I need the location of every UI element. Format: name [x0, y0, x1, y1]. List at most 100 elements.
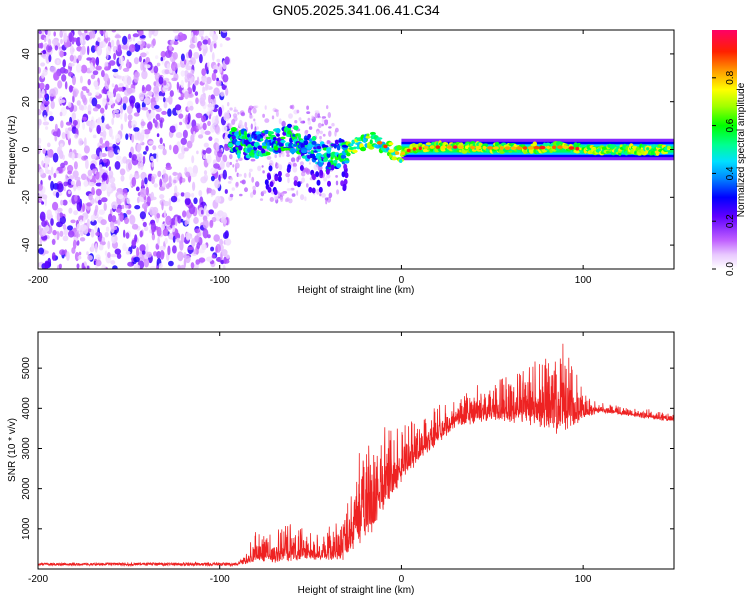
spectrogram-noise-cell: [326, 105, 329, 110]
spectrogram-noise-cell: [213, 212, 217, 217]
spectrogram-signal-cell: [228, 143, 234, 148]
spectrogram-signal-cell: [425, 142, 432, 146]
snr-xlabel: Height of straight line (km): [298, 585, 415, 596]
spectrogram-noise-cell: [192, 165, 198, 175]
spectrogram-noise-cell: [194, 80, 199, 86]
spectrogram-noise-cell: [99, 137, 103, 145]
spectrogram-noise-cell: [221, 249, 228, 257]
spectrogram-noise-cell: [85, 159, 89, 170]
spectrogram-noise-cell: [181, 144, 186, 155]
spectrogram-noise-cell: [187, 212, 191, 220]
spectrogram-noise-cell: [114, 235, 118, 242]
spectrogram-noise-cell: [96, 45, 103, 56]
spectrogram-noise-cell: [134, 102, 141, 109]
spectrogram-noise-cell: [325, 168, 330, 175]
spectrogram-signal-cell: [262, 145, 268, 149]
spectrogram-noise-cell: [72, 170, 79, 178]
spectrogram-noise-cell: [170, 40, 175, 45]
spectrogram-noise-cell: [72, 95, 75, 103]
spectrogram-noise-cell: [122, 102, 127, 111]
spectrogram-noise-cell: [102, 87, 107, 94]
spectrogram-noise-cell: [328, 192, 333, 199]
spectrogram-noise-cell: [95, 91, 100, 96]
spectrogram-noise-cell: [76, 263, 80, 269]
spectrogram-signal-cell: [322, 145, 329, 148]
spectrogram-noise-cell: [86, 88, 90, 94]
spectrogram-noise-cell: [205, 147, 212, 154]
spectrogram-noise-cell: [306, 183, 309, 188]
spectrogram-noise-cell: [274, 154, 278, 159]
spectrogram-noise-cell: [296, 190, 299, 196]
spectrogram-noise-cell: [68, 85, 73, 93]
spectrogram-noise-cell: [77, 55, 82, 61]
spectrogram-noise-cell: [126, 50, 132, 57]
spectrogram-noise-cell: [214, 179, 221, 189]
spectrogram-noise-cell: [42, 148, 46, 155]
spectrogram-noise-cell: [225, 239, 232, 245]
spectrogram-noise-cell: [274, 175, 279, 182]
spectrogram-noise-cell: [56, 212, 61, 222]
spectrogram-noise-cell: [322, 133, 326, 137]
snr-ytick-label: 5000: [21, 357, 32, 380]
spectrogram-peak-cell: [499, 146, 504, 150]
spectrogram-noise-cell: [164, 69, 170, 75]
spectrogram-noise-cell: [286, 188, 292, 191]
spectrogram-noise-cell: [111, 135, 114, 140]
spectrogram-noise-cell: [177, 251, 184, 262]
spectrogram-noise-cell: [311, 173, 316, 180]
spectrogram-noise-cell: [208, 209, 214, 215]
spectrogram-noise-cell: [108, 127, 113, 138]
spectrogram-noise-cell: [163, 101, 168, 109]
spectrogram-noise-cell: [38, 183, 43, 191]
spectrogram-signal-cell: [260, 138, 264, 142]
spectrogram-noise-cell: [209, 219, 214, 229]
spectrogram-noise-cell: [148, 30, 152, 39]
spectrogram-noise-cell: [249, 192, 254, 198]
spectrogram-noise-cell: [159, 245, 166, 251]
spectrogram-noise-cell: [95, 56, 100, 66]
spectrogram-noise-cell: [135, 186, 140, 192]
spectrogram-noise-cell: [168, 44, 173, 51]
spectrogram-noise-cell: [267, 174, 272, 181]
spectrogram-noise-cell: [326, 140, 331, 145]
spectrogram-signal-cell: [265, 151, 271, 156]
spectrogram-noise-cell: [119, 212, 124, 222]
spectrogram-noise-cell: [204, 130, 211, 135]
spectrogram-noise-cell: [83, 137, 87, 148]
spectrogram-noise-cell: [180, 79, 184, 89]
spectrogram-signal-cell: [349, 143, 354, 147]
spectrogram-noise-cell: [168, 95, 173, 105]
spectrogram-noise-cell: [262, 190, 267, 194]
spectrogram-noise-cell: [124, 112, 128, 123]
spectrogram-noise-cell: [254, 121, 257, 128]
spectrogram-noise-cell: [73, 161, 78, 170]
spectrogram-noise-cell: [92, 107, 99, 112]
spectrogram-signal-cell: [264, 129, 269, 135]
spectrogram-noise-cell: [86, 251, 89, 256]
spectrogram-noise-cell: [39, 211, 46, 222]
spectrogram-noise-cell: [86, 218, 90, 227]
spectrogram-noise-cell: [264, 179, 269, 186]
spectrogram-noise-cell: [249, 168, 253, 172]
spectrogram-noise-cell: [148, 140, 154, 145]
spectrogram-noise-cell: [66, 251, 70, 261]
spectrogram-signal-cell: [289, 147, 296, 154]
spectrogram-noise-cell: [278, 152, 282, 158]
spectrogram-noise-cell: [38, 67, 41, 74]
spectrogram-noise-cell: [215, 195, 222, 204]
spectrogram-noise-cell: [127, 162, 133, 171]
colorbar-label: Normalized spectral amplitude: [736, 82, 747, 217]
spectrogram-noise-cell: [104, 250, 108, 256]
spectrogram-noise-cell: [202, 122, 207, 131]
spectrogram-noise-cell: [198, 41, 203, 52]
spectrogram-noise-cell: [44, 155, 50, 165]
spectrogram-noise-cell: [210, 167, 218, 174]
spectrogram-noise-cell: [149, 229, 152, 234]
spectrogram-signal-cell: [300, 143, 305, 149]
spectrogram-noise-cell: [120, 104, 124, 114]
spectrogram-noise-cell: [87, 110, 92, 115]
spectrogram-noise-cell: [244, 187, 248, 193]
spectrogram-noise-cell: [130, 146, 134, 153]
spectrogram-noise-cell: [184, 91, 189, 100]
